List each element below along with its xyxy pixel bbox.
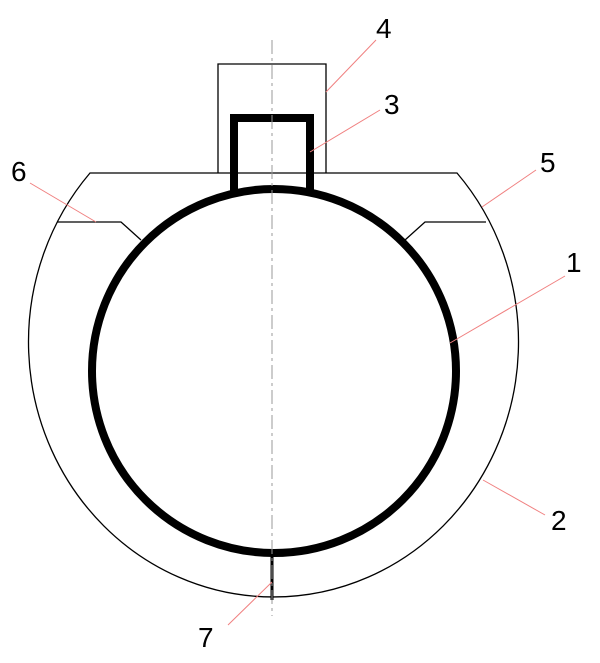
leader-4	[325, 39, 377, 93]
label-2: 2	[551, 505, 567, 536]
leader-7	[227, 581, 273, 626]
label-7: 7	[198, 622, 214, 653]
outer-tab	[217, 63, 327, 173]
label-3: 3	[384, 89, 400, 120]
outer-housing	[27, 172, 520, 598]
leader-2	[482, 479, 546, 516]
label-1: 1	[566, 247, 582, 278]
label-4: 4	[376, 13, 392, 44]
left-parting-line	[57, 221, 142, 241]
leader-3	[309, 109, 381, 153]
leader-5	[481, 169, 537, 208]
leader-6	[29, 182, 97, 223]
leader-1	[449, 275, 566, 344]
label-5: 5	[540, 147, 556, 178]
inner-tab	[230, 114, 314, 192]
inner-ring	[88, 185, 460, 557]
right-parting-line	[404, 221, 486, 241]
label-6: 6	[11, 156, 27, 187]
